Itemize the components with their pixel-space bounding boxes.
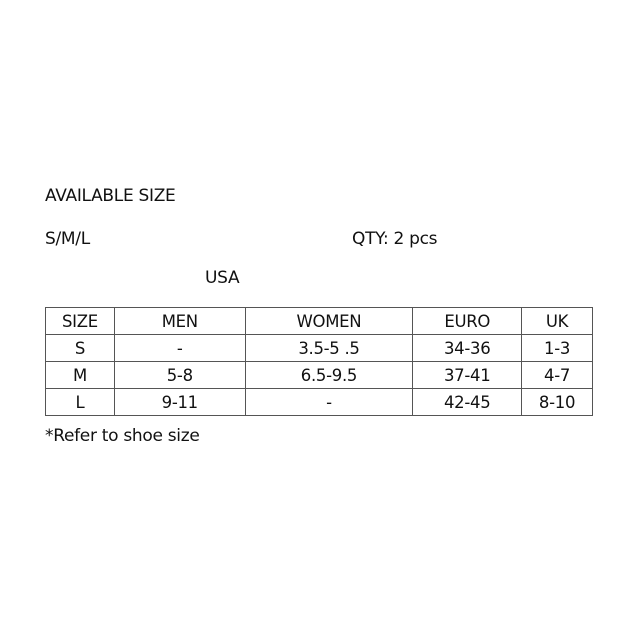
table-cell: 4-7 <box>521 361 593 389</box>
header-cell: UK <box>521 307 593 335</box>
table-cell: 34-36 <box>412 334 523 362</box>
table-cell: S <box>45 334 115 362</box>
table-cell: 8-10 <box>521 388 593 416</box>
qty-text: QTY: 2 pcs <box>352 229 438 249</box>
header-cell: EURO <box>412 307 523 335</box>
table-cell: - <box>113 334 246 362</box>
table-row: S - 3.5-5 .5 34-36 1-3 <box>45 334 593 362</box>
table-row: M 5-8 6.5-9.5 37-41 4-7 <box>45 361 593 389</box>
table-cell: 3.5-5 .5 <box>244 334 414 362</box>
sizes-text: S/M/L <box>45 229 90 249</box>
header-cell: WOMEN <box>244 307 414 335</box>
table-cell: L <box>45 388 115 416</box>
table-cell: M <box>45 361 115 389</box>
table-cell: 6.5-9.5 <box>244 361 414 389</box>
table-cell: 9-11 <box>113 388 246 416</box>
size-chart-table: SIZE MEN WOMEN EURO UK S - 3.5-5 .5 34-3… <box>45 307 593 416</box>
table-cell: 42-45 <box>412 388 523 416</box>
table-cell: 1-3 <box>521 334 593 362</box>
table-cell: 37-41 <box>412 361 523 389</box>
table-cell: - <box>244 388 414 416</box>
table-row: L 9-11 - 42-45 8-10 <box>45 388 593 416</box>
table-header-row: SIZE MEN WOMEN EURO UK <box>45 307 593 335</box>
region-label: USA <box>205 268 240 288</box>
table-cell: 5-8 <box>113 361 246 389</box>
heading: AVAILABLE SIZE <box>45 186 176 206</box>
footnote: *Refer to shoe size <box>45 426 200 446</box>
header-cell: SIZE <box>45 307 115 335</box>
header-cell: MEN <box>113 307 246 335</box>
